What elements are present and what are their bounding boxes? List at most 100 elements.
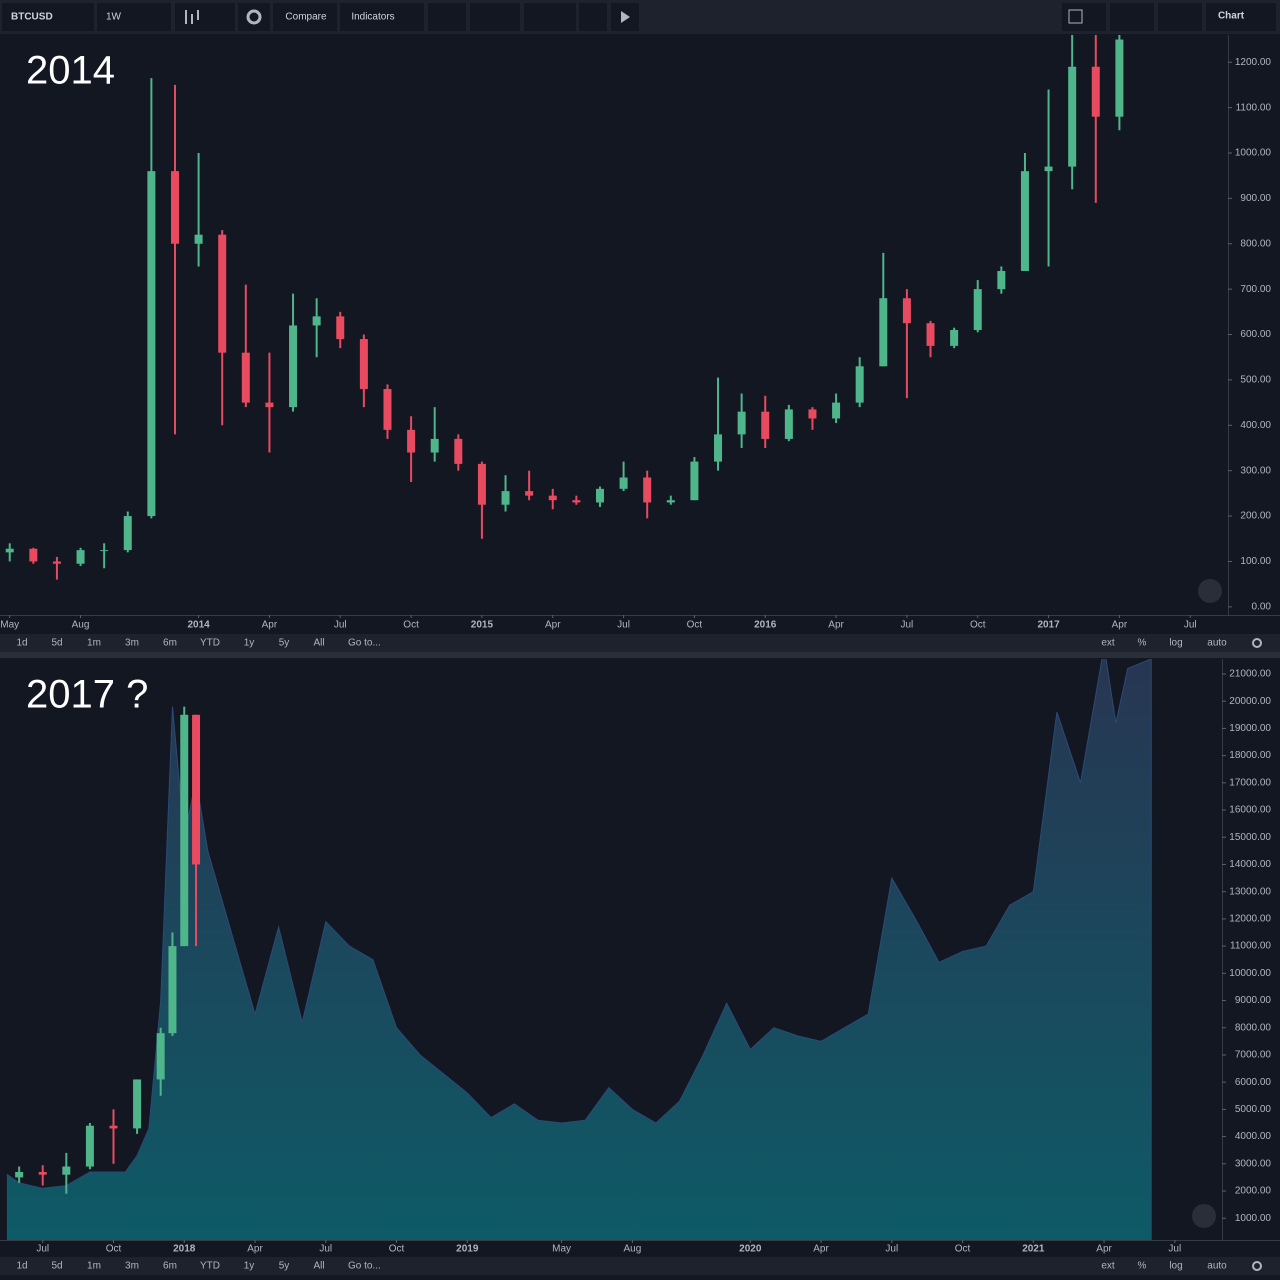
candle-body bbox=[52, 561, 61, 564]
y-tick-label: 8000.00 bbox=[1235, 1022, 1272, 1033]
candle-body bbox=[926, 323, 935, 346]
scale-option[interactable]: auto bbox=[1207, 1261, 1227, 1272]
chart-type-icon bbox=[185, 10, 199, 24]
compare[interactable]: Compare bbox=[285, 12, 327, 23]
indicators[interactable]: Indicators bbox=[351, 12, 394, 23]
layout-name[interactable]: Chart bbox=[1218, 11, 1245, 22]
x-tick-label: Apr bbox=[828, 620, 844, 631]
y-tick-label: 5000.00 bbox=[1235, 1104, 1272, 1115]
idea-button[interactable] bbox=[470, 3, 520, 31]
range-button[interactable]: 1m bbox=[87, 1261, 101, 1272]
scale-option[interactable]: % bbox=[1138, 1261, 1147, 1272]
x-tick-label: 2016 bbox=[754, 620, 777, 631]
range-button[interactable]: 1y bbox=[244, 638, 255, 649]
fullscreen-button[interactable] bbox=[579, 3, 607, 31]
pane-separator bbox=[0, 652, 1280, 658]
y-tick-label: 900.00 bbox=[1240, 193, 1271, 204]
x-tick-label: Oct bbox=[389, 1244, 405, 1255]
symbol[interactable]: BTCUSD bbox=[11, 12, 53, 23]
candle-body bbox=[85, 1125, 94, 1167]
scroll-button[interactable] bbox=[1198, 579, 1222, 603]
x-tick-label: 2015 bbox=[471, 620, 494, 631]
range-button[interactable]: 5d bbox=[51, 638, 62, 649]
candle-body bbox=[218, 234, 227, 353]
range-button[interactable]: All bbox=[313, 638, 324, 649]
scale-option[interactable]: log bbox=[1169, 1261, 1182, 1272]
scroll-button[interactable] bbox=[1192, 1204, 1216, 1228]
y-tick-label: 300.00 bbox=[1240, 465, 1271, 476]
x-tick-label: 2020 bbox=[739, 1244, 762, 1255]
candle-body bbox=[133, 1079, 142, 1129]
range-button[interactable]: 5d bbox=[51, 1261, 62, 1272]
x-tick-label: Jul bbox=[1168, 1244, 1181, 1255]
x-tick-label: Apr bbox=[262, 620, 278, 631]
x-tick-label: May bbox=[0, 620, 19, 631]
interval-box[interactable] bbox=[97, 3, 171, 31]
y-tick-label: 200.00 bbox=[1240, 511, 1271, 522]
y-tick-label: 12000.00 bbox=[1229, 914, 1271, 925]
range-button[interactable]: 5y bbox=[279, 1261, 290, 1272]
range-button[interactable]: 6m bbox=[163, 1261, 177, 1272]
chart-menu[interactable] bbox=[1206, 3, 1276, 31]
publish-button[interactable] bbox=[1158, 3, 1202, 31]
scale-option[interactable]: ext bbox=[1101, 638, 1115, 649]
range-button[interactable]: 1d bbox=[16, 638, 27, 649]
goto-button[interactable]: Go to... bbox=[348, 638, 381, 649]
x-tick-label: Apr bbox=[1096, 1244, 1112, 1255]
y-tick-label: 1200.00 bbox=[1235, 57, 1272, 68]
scale-option[interactable]: ext bbox=[1101, 1261, 1115, 1272]
range-button[interactable]: 3m bbox=[125, 638, 139, 649]
range-button[interactable]: 1y bbox=[244, 1261, 255, 1272]
goto-button[interactable]: Go to... bbox=[348, 1261, 381, 1272]
candle-body bbox=[156, 1033, 165, 1080]
scale-option[interactable]: % bbox=[1138, 638, 1147, 649]
indicators-button[interactable] bbox=[340, 3, 424, 31]
candle-body bbox=[454, 438, 463, 464]
y-tick-label: 21000.00 bbox=[1229, 669, 1271, 680]
range-button[interactable]: YTD bbox=[200, 1261, 220, 1272]
range-button[interactable]: YTD bbox=[200, 638, 220, 649]
symbol-box[interactable] bbox=[2, 3, 94, 31]
settings-icon[interactable] bbox=[1252, 1261, 1262, 1271]
x-tick-label: Apr bbox=[247, 1244, 263, 1255]
x-tick-label: Jul bbox=[901, 620, 914, 631]
range-button[interactable]: 1m bbox=[87, 638, 101, 649]
range-button[interactable]: 3m bbox=[125, 1261, 139, 1272]
candle-body bbox=[501, 491, 510, 505]
candle-body bbox=[265, 402, 274, 408]
compare-button[interactable] bbox=[273, 3, 337, 31]
settings-icon[interactable] bbox=[1252, 638, 1262, 648]
x-tick-label: Jul bbox=[319, 1244, 332, 1255]
y-tick-label: 3000.00 bbox=[1235, 1158, 1272, 1169]
range-button[interactable]: 5y bbox=[279, 638, 290, 649]
scale-option[interactable]: log bbox=[1169, 638, 1182, 649]
candle-body bbox=[737, 411, 746, 435]
settings-icon bbox=[246, 9, 262, 25]
range-button[interactable]: 6m bbox=[163, 638, 177, 649]
plot-area bbox=[5, 35, 1124, 580]
y-tick-label: 4000.00 bbox=[1235, 1131, 1272, 1142]
candle-body bbox=[761, 411, 770, 439]
save-button[interactable] bbox=[1110, 3, 1154, 31]
chart-type-button[interactable] bbox=[175, 3, 235, 31]
undo-redo[interactable] bbox=[524, 3, 576, 31]
annotation: 2014 bbox=[26, 49, 115, 93]
settings-button[interactable] bbox=[238, 3, 270, 31]
candle-body bbox=[383, 388, 392, 430]
x-tick-label: Aug bbox=[623, 1244, 641, 1255]
y-tick-label: 16000.00 bbox=[1229, 805, 1271, 816]
alert-button[interactable] bbox=[428, 3, 466, 31]
y-tick-label: 18000.00 bbox=[1229, 750, 1271, 761]
scale-option[interactable]: auto bbox=[1207, 638, 1227, 649]
candle-body bbox=[879, 298, 888, 367]
candle-body bbox=[1091, 66, 1100, 117]
range-button[interactable]: 1d bbox=[16, 1261, 27, 1272]
candle-body bbox=[1115, 39, 1124, 117]
candle-body bbox=[407, 429, 416, 453]
candle-body bbox=[100, 550, 109, 552]
interval[interactable]: 1W bbox=[106, 12, 122, 23]
range-button[interactable]: All bbox=[313, 1261, 324, 1272]
candle-body bbox=[1020, 171, 1029, 271]
